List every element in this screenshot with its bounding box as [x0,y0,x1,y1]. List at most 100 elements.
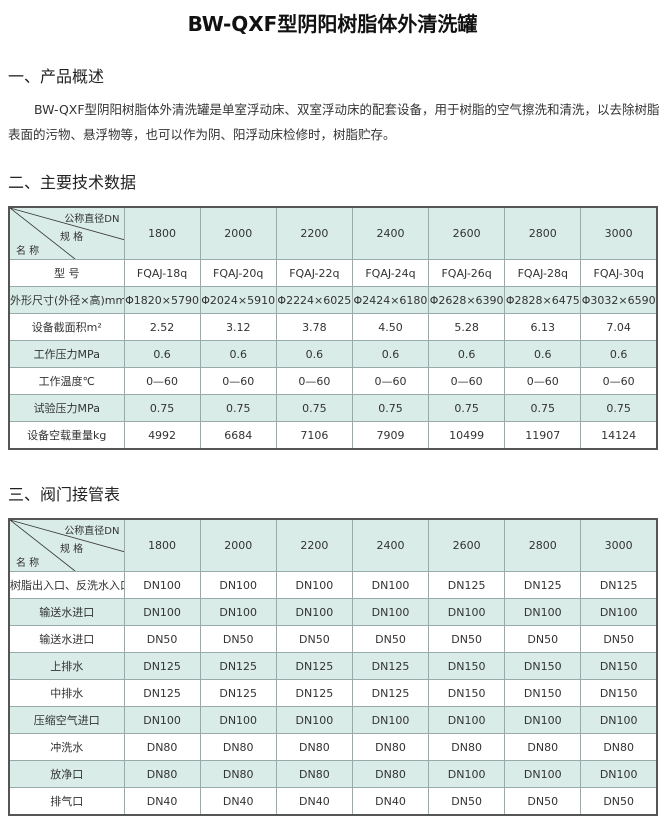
table-cell: DN100 [580,760,658,788]
table-cell: 0.6 [123,340,201,368]
table-cell: 6684 [199,421,277,450]
table-row: 中排水 DN125 DN125 DN125 DN125 DN150 DN150 DN150 [8,679,658,707]
table-cell: 0.75 [123,394,201,422]
section-heading-tech-data: 二、主要技术数据 [8,173,137,192]
table-cell: 4.50 [351,313,430,341]
row-label: 树脂出入口、反洗水入口 [8,571,125,599]
table-cell: DN50 [428,787,506,816]
table-cell: DN40 [199,787,277,816]
table-cell: 0—60 [428,367,506,395]
table-cell: FQAJ-30q [580,259,658,287]
table-cell: DN100 [123,706,201,734]
table-cell: DN100 [275,706,353,734]
table-cell: 3.12 [199,313,277,341]
table-cell: 14124 [580,421,658,450]
table-cell: DN150 [504,679,582,707]
table-cell: DN50 [428,625,506,653]
table-cell: DN100 [428,706,506,734]
table-cell: DN150 [428,652,506,680]
table-cell: DN80 [351,760,430,788]
table-cell: DN50 [275,625,353,653]
row-label: 工作温度℃ [8,367,125,395]
column-header: 2400 [351,206,430,260]
table-cell: 7106 [275,421,353,450]
table-cell: DN125 [351,652,430,680]
table-cell: DN125 [275,652,353,680]
table-cell: DN50 [199,625,277,653]
diagonal-lines [10,520,123,571]
column-header: 2600 [428,518,506,572]
table-cell: FQAJ-28q [504,259,582,287]
table-cell: 11907 [504,421,582,450]
table-cell: DN50 [123,625,201,653]
corner-label-name: 名 称 [16,558,40,569]
row-label: 输送水进口 [8,598,125,626]
corner-header-cell: 公称直径DN 规 格名 称 [8,518,125,572]
table-cell: DN100 [428,598,506,626]
table-cell: FQAJ-20q [199,259,277,287]
table-cell: 0—60 [504,367,582,395]
table-cell: DN125 [504,571,582,599]
column-header: 2000 [199,206,277,260]
table-cell: DN80 [580,733,658,761]
table-cell: Φ2424×6180 [351,286,430,314]
corner-label-spec: 规 格 [60,544,84,555]
table-cell: 0.75 [351,394,430,422]
table-cell: DN125 [123,652,201,680]
row-label: 输送水进口 [8,625,125,653]
table-cell: 0.75 [428,394,506,422]
corner-label-spec: 规 格 [60,232,84,243]
table-cell: DN125 [428,571,506,599]
row-label: 上排水 [8,652,125,680]
table-row: 排气口 DN40 DN40 DN40 DN40 DN50 DN50 DN50 [8,787,658,816]
section-heading-overview: 一、产品概述 [8,67,105,86]
table-row: 上排水 DN125 DN125 DN125 DN125 DN150 DN150 DN150 [8,652,658,680]
table-cell: DN125 [199,679,277,707]
overview-paragraph: BW-QXF型阴阳树脂体外清洗罐是单室浮动床、双室浮动床的配套设备，用于树脂的空… [8,102,660,142]
column-header: 2200 [275,206,353,260]
table-cell: 0.6 [351,340,430,368]
table-row: 设备空载重量kg 4992 6684 7106 7909 10499 11907 14124 [8,421,658,450]
row-label: 型 号 [8,259,125,287]
table-cell: DN80 [123,760,201,788]
table-cell: Φ2024×5910 [199,286,277,314]
table-cell: 0.6 [580,340,658,368]
table-cell: 3.78 [275,313,353,341]
column-header: 3000 [580,518,658,572]
row-label: 外形尺寸(外径×高)mm [8,286,125,314]
corner-label-diameter: 公称直径DN [64,214,120,225]
table-cell: DN100 [351,598,430,626]
table-cell: DN40 [275,787,353,816]
table-cell: DN150 [428,679,506,707]
table-cell: 0—60 [123,367,201,395]
row-label: 冲洗水 [8,733,125,761]
table-cell: DN80 [351,733,430,761]
row-label: 中排水 [8,679,125,707]
table-cell: DN100 [580,706,658,734]
table-cell: DN100 [275,571,353,599]
table-cell: 10499 [428,421,506,450]
table-cell: DN50 [504,625,582,653]
table-row: 型 号 FQAJ-18q FQAJ-20q FQAJ-22q FQAJ-24q FQAJ-… [8,259,658,287]
table-cell: Φ2828×6475 [504,286,582,314]
table-cell: DN100 [199,598,277,626]
table-cell: DN100 [580,598,658,626]
table-cell: DN125 [580,571,658,599]
table-cell: DN100 [199,706,277,734]
table-row: 输送水进口 DN50 DN50 DN50 DN50 DN50 DN50 DN50 [8,625,658,653]
page-title: BW-QXF型阴阳树脂体外清洗罐 [187,12,478,36]
table-cell: DN80 [428,733,506,761]
table-row: 压缩空气进口 DN100 DN100 DN100 DN100 DN100 DN100 DN10… [8,706,658,734]
row-label: 工作压力MPa [8,340,125,368]
table-cell: 7909 [351,421,430,450]
table-cell: Φ3032×6590 [580,286,658,314]
row-label: 试验压力MPa [8,394,125,422]
table-cell: DN80 [275,733,353,761]
table-cell: Φ2628×6390 [428,286,506,314]
table-cell: FQAJ-26q [428,259,506,287]
table-cell: DN80 [123,733,201,761]
table-cell: DN100 [504,760,582,788]
column-header: 2000 [199,518,277,572]
column-header: 2400 [351,518,430,572]
diagonal-lines [10,208,123,259]
